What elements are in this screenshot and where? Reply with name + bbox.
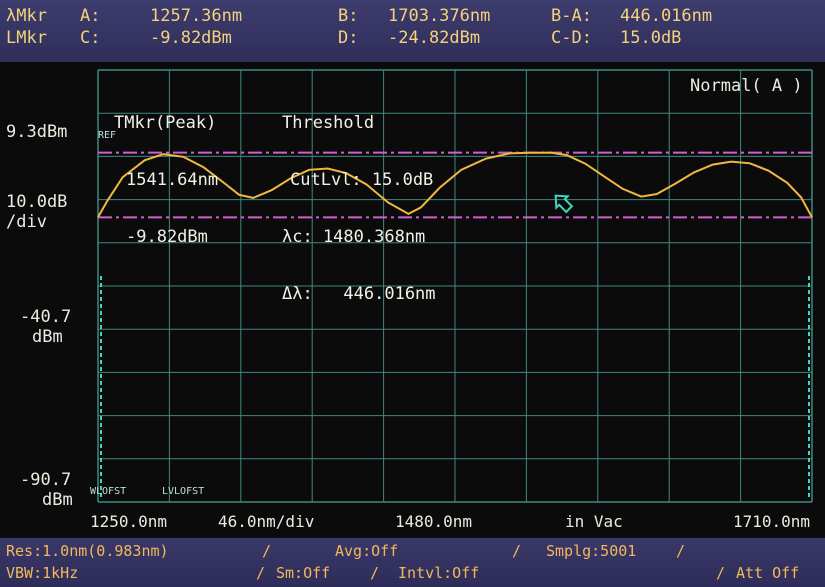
resolution-status[interactable]: Res:1.0nm(0.983nm) [6, 542, 169, 560]
ref-tag: REF [98, 130, 117, 141]
threshold-panel: Threshold CutLvl: 15.0dB λc: 1480.368nm … [282, 76, 436, 342]
level-marker-label: LMkr [6, 28, 47, 48]
graticule [97, 69, 813, 503]
marker-cd-key: C-D: [551, 28, 592, 48]
threshold-bandwidth: Δλ: 446.016nm [282, 284, 436, 304]
marker-d-value: -24.82dBm [388, 28, 481, 48]
mid-level-value: -40.7 [20, 307, 72, 327]
level-offset-tag: LVLOFST [162, 486, 205, 497]
interval-status[interactable]: Intvl:Off [398, 564, 480, 582]
marker-c-value: -9.82dBm [150, 28, 232, 48]
marker-d-key: D: [338, 28, 359, 48]
marker-cd-value: 15.0dB [620, 28, 682, 48]
sampling-status[interactable]: Smplg:5001 [546, 542, 637, 560]
tmkr-wavelength: 1541.64nm [126, 170, 219, 190]
marker-c-key: C: [80, 28, 101, 48]
reference-level: 9.3dBm [6, 122, 68, 142]
marker-readout-bar: λMkr LMkr A: 1257.36nm B: 1703.376nm B-A… [0, 0, 825, 62]
separator: / [676, 542, 686, 560]
lambda-marker-label: λMkr [6, 6, 47, 26]
threshold-cutlevel: CutLvl: 15.0dB [290, 170, 434, 190]
separator: / [716, 564, 726, 582]
tmkr-level: -9.82dBm [126, 227, 208, 247]
scale-unit: /div [6, 212, 47, 232]
vbw-status[interactable]: VBW:1kHz [6, 564, 79, 582]
scale-value: 10.0dB [6, 192, 68, 212]
x-medium: in Vac [565, 512, 623, 531]
bottom-level-unit: dBm [42, 490, 73, 510]
status-bar: Res:1.0nm(0.983nm) / Avg:Off / Smplg:500… [0, 538, 825, 587]
peak-marker-icon [554, 194, 574, 214]
marker-ba-value: 446.016nm [620, 6, 713, 26]
marker-a-value: 1257.36nm [150, 6, 243, 26]
threshold-center-wavelength: λc: 1480.368nm [282, 227, 426, 247]
wavelength-offset-tag: WLOFST [90, 486, 127, 497]
attenuator-status[interactable]: Att Off [736, 564, 800, 582]
marker-b-key: B: [338, 6, 359, 26]
average-status[interactable]: Avg:Off [335, 542, 399, 560]
spectrum-trace [97, 151, 813, 218]
threshold-title: Threshold [282, 113, 375, 133]
x-center: 1480.0nm [395, 512, 473, 531]
trace-display[interactable]: 9.3dBm REF 10.0dB /div -40.7 dBm -90.7 d… [0, 62, 825, 538]
marker-b-value: 1703.376nm [388, 6, 491, 26]
x-start: 1250.0nm [90, 512, 168, 531]
tmkr-panel: TMkr(Peak) 1541.64nm -9.82dBm [114, 76, 218, 285]
separator: / [262, 542, 272, 560]
trace-mode: Normal( A ) [690, 76, 803, 96]
separator: / [370, 564, 380, 582]
bottom-level-value: -90.7 [20, 470, 72, 490]
separator: / [512, 542, 522, 560]
tmkr-title: TMkr(Peak) [114, 113, 217, 133]
x-per-div: 46.0nm/div [218, 512, 315, 531]
x-stop: 1710.0nm [733, 512, 811, 531]
mid-level-unit: dBm [32, 327, 63, 347]
trace-graph[interactable] [0, 62, 825, 538]
smoothing-status[interactable]: Sm:Off [276, 564, 331, 582]
separator: / [256, 564, 266, 582]
marker-a-key: A: [80, 6, 101, 26]
marker-ba-key: B-A: [551, 6, 592, 26]
